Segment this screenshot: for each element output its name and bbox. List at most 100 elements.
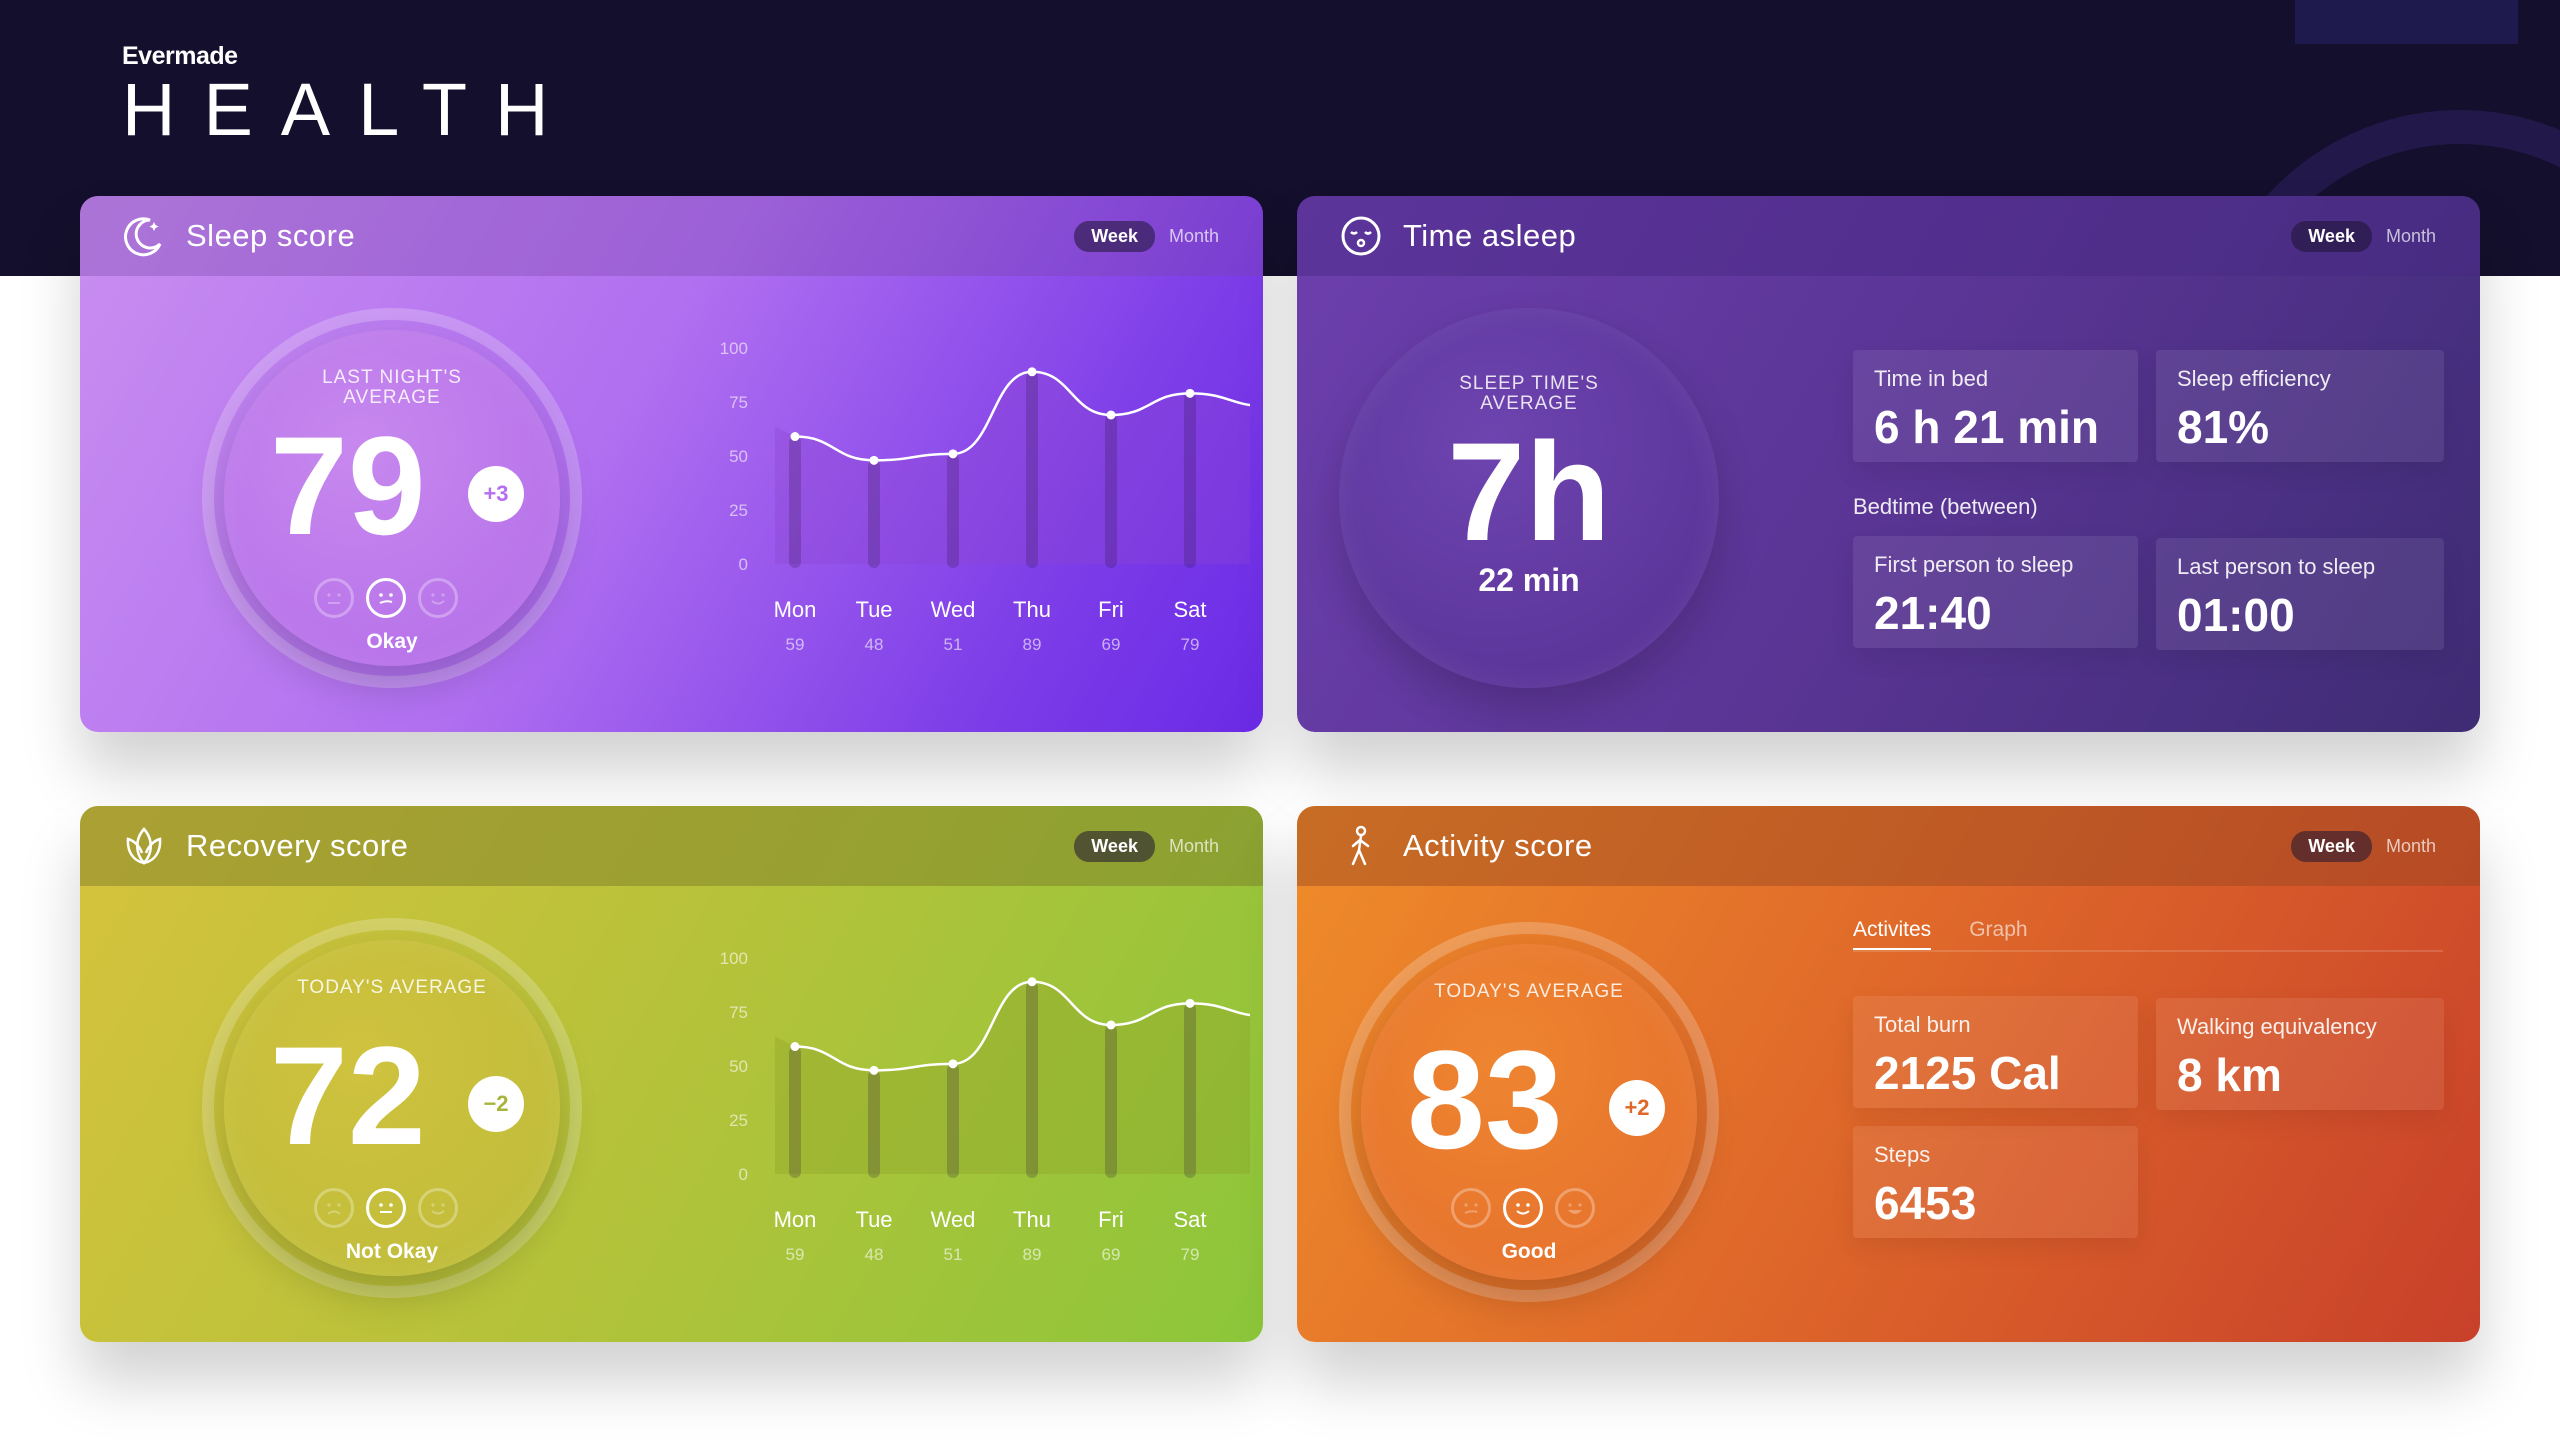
week-toggle[interactable]: Week	[1074, 221, 1155, 252]
week-toggle[interactable]: Week	[1074, 831, 1155, 862]
stat-label: Sleep efficiency	[2177, 366, 2331, 391]
data-label: 51	[944, 1245, 963, 1264]
gauge-value: 7h	[1447, 413, 1611, 570]
recovery-chart: 0 25 50 75 100 Mon 59 Tue 48 Wed 51 Thu 89 Fri 69 Sat 79…	[710, 936, 1250, 1316]
data-point-tue	[869, 455, 879, 465]
bar-sat	[1184, 393, 1196, 568]
stat-value: 01:00	[2177, 589, 2295, 641]
bar-wed	[947, 1063, 959, 1178]
recovery-score-card: Recovery score Week Month TODAY'S AVERAG…	[80, 806, 1263, 1342]
week-toggle[interactable]: Week	[2291, 831, 2372, 862]
sad-face-icon[interactable]	[314, 1188, 354, 1228]
stat-label: Last person to sleep	[2177, 554, 2376, 579]
period-toggle: Week Month	[1074, 831, 1223, 862]
card-header: Time asleep Week Month	[1297, 196, 2480, 276]
score-gauge: TODAY'S AVERAGE 72 −2 Not Okay	[202, 918, 582, 1298]
stat-label: Total burn	[1874, 1012, 1971, 1037]
month-toggle[interactable]: Month	[1168, 226, 1219, 246]
card-title: Sleep score	[186, 218, 356, 253]
very-happy-face-icon[interactable]	[1555, 1188, 1595, 1228]
data-label: 79	[1181, 635, 1200, 654]
x-tick-label: Mon	[774, 597, 817, 622]
data-point-thu	[1027, 977, 1037, 987]
happy-face-icon[interactable]	[1503, 1188, 1543, 1228]
month-toggle[interactable]: Month	[2385, 226, 2436, 246]
period-toggle: Week Month	[2291, 221, 2440, 252]
stat-label: Time in bed	[1874, 366, 1989, 391]
sleepy-face-icon	[1337, 212, 1385, 260]
sleep-efficiency-stat: Sleep efficiency 81%	[2156, 350, 2444, 462]
month-toggle[interactable]: Month	[1168, 836, 1219, 856]
bedtime-heading: Bedtime (between)	[1853, 494, 2038, 519]
last-to-sleep-stat: Last person to sleep 01:00	[2156, 538, 2444, 650]
brand-product: HEALTH	[122, 68, 577, 151]
data-label: 59	[786, 1245, 805, 1264]
data-point-thu	[1027, 367, 1037, 377]
card-header: Activity score Week Month	[1297, 806, 2480, 886]
stat-value: 21:40	[1874, 587, 1992, 639]
data-point-tue	[869, 1065, 879, 1075]
y-tick-label: 0	[739, 1165, 748, 1184]
sleep-time-gauge: SLEEP TIME'S AVERAGE 7h 22 min	[1339, 308, 1719, 688]
mood-label: Good	[1501, 1240, 1557, 1263]
gauge-label: LAST NIGHT'S AVERAGE	[322, 367, 462, 408]
data-label: 89	[1023, 635, 1042, 654]
data-point-fri	[1106, 1020, 1116, 1030]
time-in-bed-stat: Time in bed 6 h 21 min	[1853, 350, 2138, 462]
x-tick-label: Sat	[1173, 597, 1206, 622]
decorative-block	[2295, 0, 2518, 44]
y-tick-label: 75	[729, 1003, 748, 1022]
sleep-chart: 0 25 50 75 100 Mon 59 Tue 48 Wed 51 Thu 89 Fri 69 Sat 79…	[710, 326, 1250, 706]
lotus-icon	[120, 822, 168, 870]
neutral-face-icon[interactable]	[366, 1188, 406, 1228]
week-toggle[interactable]: Week	[2291, 221, 2372, 252]
data-label: 59	[786, 635, 805, 654]
data-point-sat	[1185, 388, 1195, 398]
x-tick-label: Sun	[1249, 1207, 1250, 1232]
area-fill	[775, 981, 1250, 1174]
y-tick-label: 50	[729, 447, 748, 466]
time-asleep-card: Time asleep Week Month SLEEP TIME'S AVER…	[1297, 196, 2480, 732]
stat-value: 6453	[1874, 1177, 1977, 1229]
card-title: Activity score	[1403, 828, 1593, 863]
stat-label: Steps	[1874, 1142, 1931, 1167]
sad-face-icon[interactable]	[1451, 1188, 1491, 1228]
y-tick-label: 100	[720, 339, 748, 358]
card-header: Recovery score Week Month	[80, 806, 1263, 886]
activity-score-card: Activity score Week Month TODAY'S AVERAG…	[1297, 806, 2480, 1342]
line-chart-svg: 0 25 50 75 100 Mon 59 Tue 48 Wed 51 Thu 89 Fri 69 Sat 79…	[720, 339, 1250, 654]
stat-value: 2125 Cal	[1874, 1047, 2061, 1099]
data-label: 89	[1023, 1245, 1042, 1264]
delta-badge: +2	[1609, 1080, 1665, 1136]
area-fill	[775, 371, 1250, 564]
brand-logo[interactable]: Evermade HEALTH	[122, 42, 576, 147]
data-label: 51	[944, 635, 963, 654]
x-tick-label: Fri	[1098, 1207, 1124, 1232]
tab-activities[interactable]: Activites	[1853, 918, 1932, 950]
stat-label: First person to sleep	[1874, 552, 2074, 577]
bar-tue	[868, 460, 880, 568]
month-toggle[interactable]: Month	[2385, 836, 2436, 856]
neutral-face-icon[interactable]	[366, 578, 406, 618]
stat-value: 8 km	[2177, 1049, 2282, 1101]
x-tick-label: Wed	[931, 1207, 976, 1232]
x-tick-label: Tue	[855, 597, 892, 622]
data-point-sat	[1185, 998, 1195, 1008]
happy-face-icon[interactable]	[418, 578, 458, 618]
card-title: Recovery score	[186, 828, 409, 863]
activity-subtabs: Activites Graph	[1853, 918, 2443, 952]
sad-face-icon[interactable]	[314, 578, 354, 618]
bar-fri	[1105, 414, 1117, 568]
stat-label: Walking equivalency	[2177, 1014, 2377, 1039]
x-tick-label: Wed	[931, 597, 976, 622]
delta-badge: +3	[468, 466, 524, 522]
card-title: Time asleep	[1403, 218, 1577, 253]
bar-sat	[1184, 1003, 1196, 1178]
x-tick-label: Tue	[855, 1207, 892, 1232]
gauge-subvalue: 22 min	[1478, 562, 1580, 598]
data-label: 69	[1102, 1245, 1121, 1264]
x-tick-label: Thu	[1013, 597, 1051, 622]
tab-graph[interactable]: Graph	[1969, 918, 2028, 941]
data-point-wed	[948, 1059, 958, 1069]
happy-face-icon[interactable]	[418, 1188, 458, 1228]
